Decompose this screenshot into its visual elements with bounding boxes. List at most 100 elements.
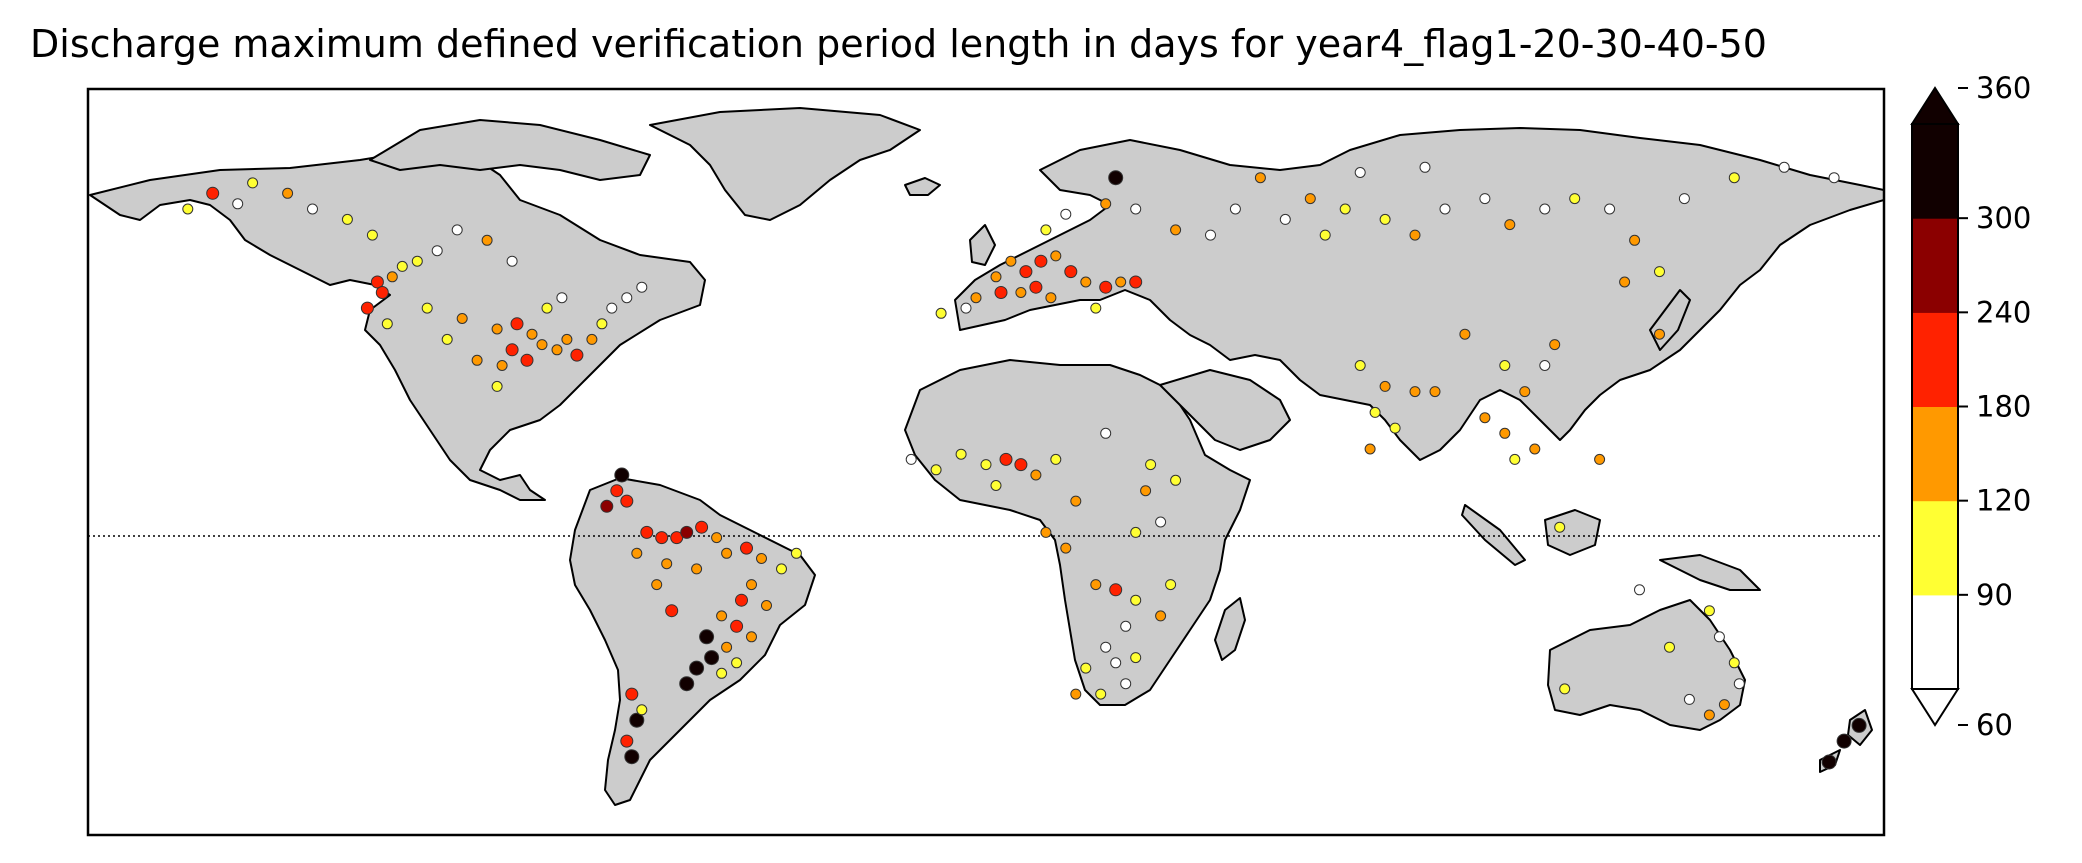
station-marker	[716, 667, 728, 679]
station-marker	[1778, 161, 1790, 173]
borneo-land	[1544, 509, 1601, 556]
colorbar-extend-min	[1910, 688, 1960, 727]
station-marker	[1504, 219, 1516, 231]
station-marker	[1499, 427, 1511, 439]
station-marker	[1339, 203, 1351, 215]
greenland-land	[649, 107, 921, 221]
station-marker	[1064, 265, 1078, 279]
station-marker	[396, 260, 408, 272]
station-marker	[756, 553, 767, 564]
colorbar-bin	[1912, 218, 1958, 313]
colorbar-tick-label: 240	[1976, 295, 2031, 329]
station-marker	[661, 558, 673, 570]
station-marker	[606, 302, 618, 314]
colorbar-bin	[1912, 594, 1958, 690]
station-marker	[691, 563, 703, 575]
station-marker	[614, 467, 630, 483]
station-marker	[1100, 641, 1112, 653]
station-marker	[1728, 172, 1740, 184]
station-marker	[1539, 360, 1551, 371]
station-marker	[970, 292, 982, 304]
station-marker	[621, 292, 633, 304]
new-guinea-land	[1659, 554, 1761, 591]
station-marker	[1509, 453, 1521, 465]
station-marker	[1459, 328, 1471, 340]
station-marker	[1718, 699, 1730, 711]
station-marker	[1619, 276, 1631, 288]
station-marker	[1439, 203, 1451, 215]
station-marker	[1594, 453, 1606, 465]
station-marker	[1145, 459, 1157, 471]
station-marker	[375, 286, 389, 299]
station-marker	[1029, 280, 1043, 294]
station-marker	[366, 229, 378, 241]
station-marker	[1040, 224, 1052, 236]
canadian-arctic-islands	[369, 119, 651, 181]
station-marker	[695, 520, 709, 534]
station-marker	[716, 610, 728, 622]
station-marker	[1165, 579, 1177, 591]
station-marker	[1130, 594, 1142, 606]
station-marker	[1733, 678, 1745, 690]
station-marker	[1070, 688, 1082, 700]
station-marker	[1379, 380, 1391, 392]
station-marker	[1851, 717, 1867, 733]
station-marker	[561, 333, 573, 345]
colorbar-tick-label: 300	[1976, 201, 2031, 235]
station-marker	[689, 660, 705, 676]
station-marker	[620, 734, 634, 748]
station-marker	[1090, 579, 1102, 591]
station-marker	[506, 255, 518, 267]
station-marker	[629, 712, 645, 728]
station-marker	[730, 619, 744, 633]
station-marker	[526, 328, 538, 340]
station-marker	[431, 245, 443, 257]
station-marker	[1429, 386, 1441, 398]
station-marker	[625, 687, 639, 701]
station-marker	[596, 318, 608, 330]
station-marker	[1108, 170, 1124, 186]
station-marker	[990, 480, 1002, 491]
station-marker	[307, 203, 318, 215]
british-isles-land	[969, 224, 996, 266]
station-marker	[600, 499, 614, 513]
station-marker	[1634, 584, 1645, 596]
station-marker	[586, 333, 598, 345]
station-marker	[1109, 583, 1123, 597]
station-marker	[1703, 709, 1715, 721]
station-marker	[232, 198, 244, 210]
station-marker	[1629, 234, 1641, 246]
station-marker	[491, 323, 503, 335]
station-marker	[1050, 250, 1062, 262]
station-marker	[1364, 443, 1376, 455]
station-marker	[1030, 469, 1042, 481]
station-marker	[1354, 360, 1366, 371]
colorbar-tick-label: 120	[1976, 484, 2031, 518]
station-marker	[1678, 193, 1690, 205]
station-marker	[1070, 495, 1082, 507]
station-marker	[1419, 161, 1431, 173]
station-marker	[1040, 526, 1052, 538]
station-marker	[1499, 360, 1511, 371]
station-marker	[1479, 193, 1491, 205]
map-title: Discharge maximum defined verification p…	[30, 22, 1767, 66]
station-marker	[680, 525, 694, 539]
eurasia-land	[954, 127, 1884, 461]
station-marker	[341, 213, 353, 225]
station-marker	[491, 380, 503, 392]
station-marker	[1519, 386, 1531, 398]
station-marker	[1559, 683, 1571, 695]
station-marker	[1045, 292, 1057, 304]
station-marker	[636, 704, 648, 716]
station-marker	[1254, 172, 1266, 184]
station-marker	[980, 459, 992, 471]
station-marker	[206, 186, 220, 200]
station-marker	[1129, 275, 1143, 289]
colorbar: 60 90 120 180 240 300 360	[1910, 71, 2031, 742]
station-marker	[1095, 688, 1107, 700]
station-marker	[451, 224, 463, 236]
station-marker	[1090, 302, 1102, 314]
station-marker	[1130, 652, 1142, 664]
station-marker	[1654, 328, 1665, 340]
station-marker	[1604, 203, 1616, 215]
